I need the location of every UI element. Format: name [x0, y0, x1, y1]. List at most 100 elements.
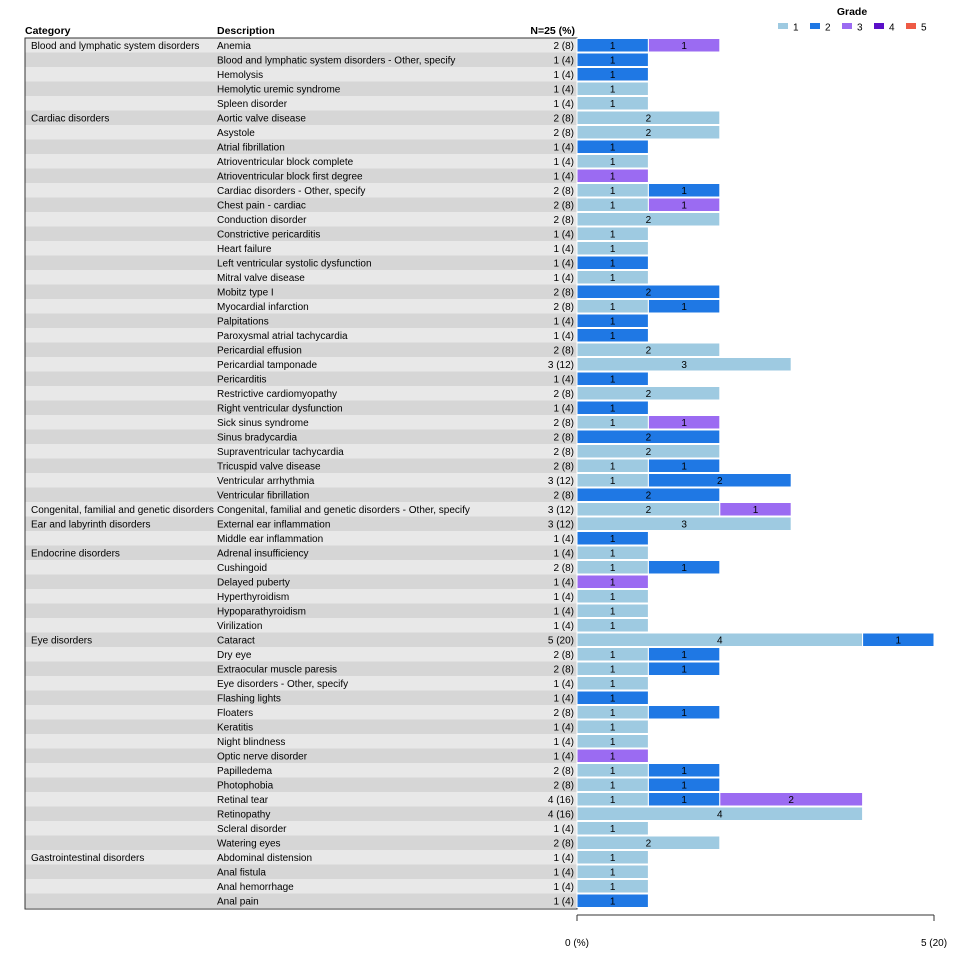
bar-segment-grade-2 [576, 487, 721, 502]
row-description: Palpitations [217, 316, 269, 327]
row-background [25, 574, 577, 589]
row-background [25, 893, 577, 908]
bar-segment-label: 1 [681, 766, 687, 777]
bar-segment-label: 1 [610, 563, 616, 574]
bar-segment-label: 1 [681, 650, 687, 661]
bar-segment-label: 1 [610, 331, 616, 342]
row-n-percent: 1 (4) [553, 273, 574, 284]
bar-segment-grade-1 [576, 850, 649, 865]
row-n-percent: 1 (4) [553, 244, 574, 255]
row-n-percent: 2 (8) [553, 345, 574, 356]
row-background [25, 168, 577, 183]
row-description: Cushingoid [217, 563, 267, 574]
bar-segment-label: 2 [646, 432, 652, 443]
row-background [25, 618, 577, 633]
bar-segment-label: 1 [610, 592, 616, 603]
bar-segment-grade-2 [647, 458, 721, 473]
row-n-percent: 2 (8) [553, 302, 574, 313]
bar-segment-label: 1 [681, 795, 687, 806]
bar-segment-grade-2 [576, 893, 649, 908]
bar-segment-grade-3 [719, 792, 864, 807]
row-background [25, 632, 577, 647]
row-background [25, 879, 577, 894]
bar-segment-label: 1 [610, 316, 616, 327]
bar-segment-label: 2 [788, 795, 794, 806]
bar-segment-label: 1 [610, 476, 616, 487]
bar-segment-grade-2 [647, 473, 792, 488]
row-background [25, 415, 577, 430]
bar-segment-grade-2 [576, 531, 649, 546]
row-background [25, 197, 577, 212]
bar-segment-label: 1 [610, 722, 616, 733]
row-n-percent: 2 (8) [553, 650, 574, 661]
row-category: Eye disorders [31, 635, 92, 646]
row-background [25, 589, 577, 604]
row-n-percent: 2 (8) [553, 664, 574, 675]
bar-segment-label: 1 [610, 737, 616, 748]
bar-segment-grade-3 [576, 168, 649, 183]
bar-segment-label: 1 [896, 635, 902, 646]
row-description: Night blindness [217, 737, 285, 748]
bar-segment-label: 1 [610, 461, 616, 472]
header-category: Category [25, 25, 71, 37]
row-n-percent: 1 (4) [553, 548, 574, 559]
bar-segment-label: 2 [646, 490, 652, 501]
row-background [25, 792, 577, 807]
row-n-percent: 2 (8) [553, 41, 574, 52]
row-description: Anal hemorrhage [217, 882, 294, 893]
bar-segment-grade-1 [576, 545, 649, 560]
bars: 1 1 1 1 1 1 2 2 1 1 1 1 1 1 1 2 1 1 1 1 2 1 1 1 1 2 3 1 2 1 1 1 2 2 1 1 1 2 2 2… [576, 38, 935, 908]
bar-segment-label: 2 [646, 447, 652, 458]
bar-segment-grade-1 [576, 270, 649, 285]
bar-segment-grade-1 [576, 676, 649, 691]
row-n-percent: 2 (8) [553, 563, 574, 574]
row-background [25, 52, 577, 67]
bar-segment-grade-1 [576, 618, 649, 633]
row-background [25, 545, 577, 560]
row-background [25, 806, 577, 821]
bar-segment-grade-1 [576, 154, 649, 169]
header-n: N=25 (%) [530, 25, 575, 37]
row-background [25, 255, 577, 270]
bar-segment-label: 1 [610, 244, 616, 255]
bar-segment-label: 1 [610, 606, 616, 617]
row-n-percent: 1 (4) [553, 577, 574, 588]
row-description: Delayed puberty [217, 577, 290, 588]
bar-segment-label: 1 [610, 302, 616, 313]
legend-title: Grade [837, 6, 868, 18]
bar-segment-grade-1 [576, 226, 649, 241]
bar-segment-label: 3 [681, 360, 687, 371]
bar-segment-grade-2 [647, 647, 721, 662]
row-background [25, 647, 577, 662]
bar-segment-label: 2 [646, 389, 652, 400]
row-background [25, 400, 577, 415]
row-n-percent: 1 (4) [553, 693, 574, 704]
row-description: Cardiac disorders - Other, specify [217, 186, 365, 197]
row-description: Sinus bradycardia [217, 432, 297, 443]
bar-segment-grade-2 [576, 690, 649, 705]
bar-segment-grade-2 [647, 560, 721, 575]
bar-segment-grade-3 [647, 38, 721, 53]
row-description: Myocardial infarction [217, 302, 309, 313]
bar-segment-grade-3 [576, 748, 649, 763]
bar-segment-label: 2 [646, 505, 652, 516]
row-description: External ear inflammation [217, 519, 330, 530]
row-n-percent: 4 (16) [548, 795, 574, 806]
bar-segment-label: 1 [610, 84, 616, 95]
row-n-percent: 4 (16) [548, 809, 574, 820]
legend: Grade 1 2 3 4 5 [778, 6, 927, 34]
bar-segment-label: 4 [717, 635, 723, 646]
row-n-percent: 1 (4) [553, 751, 574, 762]
bar-segment-grade-1 [576, 110, 721, 125]
bar-segment-grade-3 [647, 415, 721, 430]
row-n-percent: 2 (8) [553, 461, 574, 472]
row-n-percent: 3 (12) [548, 505, 574, 516]
row-description: Supraventricular tachycardia [217, 447, 344, 458]
row-n-percent: 1 (4) [553, 142, 574, 153]
row-background [25, 777, 577, 792]
row-description: Constrictive pericarditis [217, 229, 320, 240]
row-background [25, 96, 577, 111]
legend-swatch-grade-2 [810, 23, 820, 29]
legend-swatch-grade-4 [874, 23, 884, 29]
bar-segment-grade-2 [647, 705, 721, 720]
